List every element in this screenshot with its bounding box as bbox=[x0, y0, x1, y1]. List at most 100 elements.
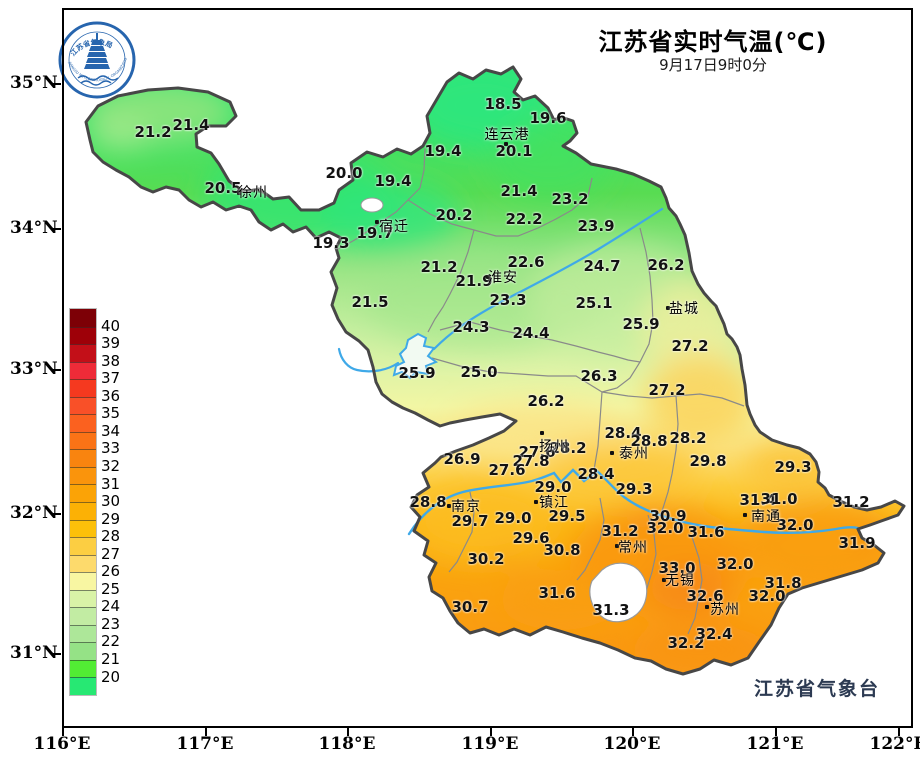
lon-label: 121°E bbox=[746, 734, 804, 754]
station-temp: 31.6 bbox=[687, 523, 725, 541]
station-temp: 26.2 bbox=[527, 392, 565, 410]
lon-label: 120°E bbox=[603, 734, 661, 754]
colorbar-segment bbox=[70, 361, 96, 380]
colorbar-segment bbox=[70, 309, 96, 327]
city-label: 无锡 bbox=[665, 573, 695, 589]
lat-label: 34°N bbox=[10, 218, 58, 238]
city-dot bbox=[504, 142, 508, 146]
lon-label: 119°E bbox=[461, 734, 519, 754]
station-temp: 31.4 bbox=[739, 491, 777, 509]
city-label: 徐州 bbox=[238, 185, 268, 201]
station-temp: 29.8 bbox=[689, 452, 727, 470]
station-temp: 33.0 bbox=[658, 559, 696, 577]
station-temp: 27.2 bbox=[671, 337, 709, 355]
colorbar-label: 40 bbox=[101, 316, 121, 335]
colorbar-label: 26 bbox=[101, 562, 121, 581]
station-temp: 24.4 bbox=[512, 324, 550, 342]
colorbar-segment bbox=[70, 379, 96, 397]
lake-luoma bbox=[360, 197, 384, 213]
city-dot bbox=[705, 605, 709, 609]
station-temp: 31.2 bbox=[601, 522, 639, 540]
station-temp: 24.7 bbox=[583, 257, 621, 275]
colorbar-label: 36 bbox=[101, 386, 121, 405]
city-label: 苏州 bbox=[710, 602, 740, 618]
lon-tick bbox=[632, 727, 634, 736]
station-temp: 30.8 bbox=[543, 541, 581, 559]
city-label: 镇江 bbox=[539, 495, 569, 511]
city-label: 泰州 bbox=[619, 446, 649, 462]
station-temp: 28.8 bbox=[409, 493, 447, 511]
credit-text: 江苏省气象台 bbox=[753, 678, 880, 700]
station-temp: 30.9 bbox=[649, 507, 687, 525]
station-temp: 25.9 bbox=[622, 315, 660, 333]
station-temp: 27.6 bbox=[488, 461, 526, 479]
station-temp: 29.6 bbox=[512, 529, 550, 547]
station-temp: 29.5 bbox=[548, 507, 586, 525]
station-temp: 23.3 bbox=[489, 291, 527, 309]
colorbar-label: 21 bbox=[101, 650, 121, 668]
colorbar-label: 34 bbox=[101, 421, 121, 440]
station-temp: 21.2 bbox=[420, 258, 458, 276]
lon-tick bbox=[490, 727, 492, 736]
station-temp: 19.6 bbox=[529, 109, 567, 127]
colorbar-segment bbox=[70, 431, 96, 450]
province-outline bbox=[84, 65, 906, 676]
colorbar-label: 32 bbox=[101, 456, 121, 475]
station-temp: 32.0 bbox=[748, 587, 786, 605]
station-temp: 21.9 bbox=[455, 272, 493, 290]
station-temp: 32.6 bbox=[686, 587, 724, 605]
station-temp: 20.5 bbox=[204, 179, 242, 197]
lat-tick bbox=[52, 228, 61, 230]
colorbar-segment bbox=[70, 607, 96, 625]
station-temp: 21.4 bbox=[500, 182, 538, 200]
station-temp: 22.2 bbox=[505, 210, 543, 228]
colorbar-segment bbox=[70, 572, 96, 590]
city-label: 连云港 bbox=[484, 127, 530, 143]
colorbar-segment bbox=[70, 677, 96, 696]
lon-label: 117°E bbox=[176, 734, 234, 754]
city-label: 常州 bbox=[618, 540, 648, 556]
lon-tick bbox=[62, 727, 64, 736]
prefecture-boundaries bbox=[335, 147, 745, 635]
station-temp: 20.1 bbox=[495, 142, 533, 160]
colorbar-segment bbox=[70, 502, 96, 520]
colorbar-segment bbox=[70, 537, 96, 555]
colorbar-segment bbox=[70, 642, 96, 660]
city-dot bbox=[610, 451, 614, 455]
colorbar-segment bbox=[70, 414, 96, 432]
station-temp: 29.0 bbox=[534, 478, 572, 496]
station-temp: 27.6 bbox=[518, 443, 556, 461]
station-temp: 25.9 bbox=[398, 364, 436, 382]
colorbar-label: 22 bbox=[101, 632, 121, 651]
station-temp: 24.3 bbox=[452, 318, 490, 336]
lon-tick bbox=[347, 727, 349, 736]
colorbar-segment bbox=[70, 449, 96, 467]
city-dot bbox=[237, 191, 241, 195]
pagoda-icon bbox=[84, 33, 110, 69]
colorbar-label: 37 bbox=[101, 369, 121, 388]
station-temp: 28.4 bbox=[577, 465, 615, 483]
city-dot bbox=[662, 578, 666, 582]
colorbar-label: 31 bbox=[101, 474, 121, 493]
colorbar-segment bbox=[70, 344, 96, 362]
lat-label: 32°N bbox=[10, 503, 58, 523]
colorbar-segment bbox=[70, 466, 96, 485]
colorbar-label: 23 bbox=[101, 614, 121, 633]
lat-tick bbox=[52, 653, 61, 655]
station-temp: 27.2 bbox=[648, 381, 686, 399]
city-dot bbox=[615, 544, 619, 548]
lon-label: 116°E bbox=[33, 734, 91, 754]
river-north-canal bbox=[337, 207, 664, 373]
colorbar-label: 30 bbox=[101, 492, 121, 511]
station-temp: 28.8 bbox=[630, 432, 668, 450]
lat-tick bbox=[52, 369, 61, 371]
station-temp: 19.4 bbox=[424, 142, 462, 160]
station-temp: 29.3 bbox=[774, 458, 812, 476]
city-dot bbox=[375, 220, 379, 224]
station-temp: 32.0 bbox=[716, 555, 754, 573]
colorbar-label: 38 bbox=[101, 351, 121, 370]
station-temp: 30.2 bbox=[467, 550, 505, 568]
colorbar-label: 25 bbox=[101, 579, 121, 598]
colorbar-label: 35 bbox=[101, 404, 121, 423]
